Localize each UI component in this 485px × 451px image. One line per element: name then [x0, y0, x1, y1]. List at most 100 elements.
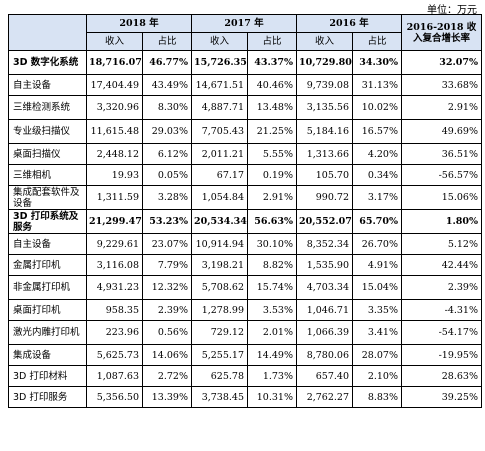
table-row: 3D 数字化系统 18,716.07 46.77% 15,726.35 43.37% 10…: [8, 50, 482, 75]
share-2017-cell: 0.19%: [247, 164, 297, 186]
growth-rate-cell: 33.68%: [401, 74, 482, 96]
revenue-2018-cell: 9,229.61: [86, 233, 143, 255]
growth-rate-cell: 28.63%: [401, 365, 482, 387]
table-row: 桌面扫描仪 2,448.12 6.12% 2,011.21 5.55% 1,313.66 4…: [8, 143, 482, 165]
table-row: 集成配套软件及设备 1,311.59 3.28% 1,054.84 2.91% 990.7…: [8, 185, 482, 210]
revenue-2018-cell: 4,931.23: [86, 275, 143, 300]
share-2018-cell: 3.28%: [142, 185, 192, 210]
revenue-2018-cell: 11,615.48: [86, 119, 143, 144]
sub-header-share: 占比: [247, 32, 297, 51]
share-2017-cell: 40.46%: [247, 74, 297, 96]
revenue-2018-cell: 17,404.49: [86, 74, 143, 96]
growth-rate-cell: -4.31%: [401, 299, 482, 321]
share-2016-cell: 4.91%: [352, 254, 402, 276]
row-label: 三维检测系统: [8, 95, 87, 120]
table-row: 非金属打印机 4,931.23 12.32% 5,708.62 15.74% 4,703.…: [8, 275, 482, 300]
share-2016-cell: 4.20%: [352, 143, 402, 165]
revenue-2018-cell: 19.93: [86, 164, 143, 186]
revenue-2016-cell: 4,703.34: [296, 275, 353, 300]
share-2016-cell: 3.41%: [352, 320, 402, 345]
table-row: 3D 打印系统及服务 21,299.47 53.23% 20,534.34 56.63%…: [8, 209, 482, 234]
growth-rate-cell: 1.80%: [401, 209, 482, 234]
share-2018-cell: 46.77%: [142, 50, 192, 75]
share-2018-cell: 6.12%: [142, 143, 192, 165]
share-2017-cell: 2.91%: [247, 185, 297, 210]
share-2016-cell: 0.34%: [352, 164, 402, 186]
revenue-2018-cell: 1,311.59: [86, 185, 143, 210]
share-2016-cell: 16.57%: [352, 119, 402, 144]
share-2018-cell: 0.05%: [142, 164, 192, 186]
growth-rate-cell: 2.39%: [401, 275, 482, 300]
revenue-2018-cell: 21,299.47: [86, 209, 143, 234]
revenue-table: 2018 年 2017 年 2016 年 2016-2018 收入复合增长率 收…: [8, 14, 482, 408]
share-2017-cell: 3.53%: [247, 299, 297, 321]
revenue-2018-cell: 3,320.96: [86, 95, 143, 120]
row-label: 非金属打印机: [8, 275, 87, 300]
revenue-2017-cell: 625.78: [191, 365, 248, 387]
sub-header-revenue: 收入: [191, 32, 248, 51]
share-2017-cell: 43.37%: [247, 50, 297, 75]
table-row: 三维相机 19.93 0.05% 67.17 0.19% 105.70 0.34% -56.5…: [8, 164, 482, 186]
share-2017-cell: 2.01%: [247, 320, 297, 345]
revenue-2017-cell: 67.17: [191, 164, 248, 186]
share-2016-cell: 8.83%: [352, 386, 402, 408]
revenue-2016-cell: 1,066.39: [296, 320, 353, 345]
growth-rate-cell: -54.17%: [401, 320, 482, 345]
row-label: 自主设备: [8, 74, 87, 96]
row-label: 金属打印机: [8, 254, 87, 276]
year-header-2016: 2016 年: [296, 14, 402, 33]
table-row: 金属打印机 3,116.08 7.79% 3,198.21 8.82% 1,535.90 4…: [8, 254, 482, 276]
share-2017-cell: 5.55%: [247, 143, 297, 165]
share-2016-cell: 3.35%: [352, 299, 402, 321]
share-2016-cell: 26.70%: [352, 233, 402, 255]
share-2018-cell: 23.07%: [142, 233, 192, 255]
revenue-2017-cell: 2,011.21: [191, 143, 248, 165]
category-header: [8, 14, 87, 51]
share-2016-cell: 65.70%: [352, 209, 402, 234]
share-2018-cell: 29.03%: [142, 119, 192, 144]
row-label: 集成设备: [8, 344, 87, 366]
share-2018-cell: 13.39%: [142, 386, 192, 408]
growth-rate-cell: 42.44%: [401, 254, 482, 276]
share-2018-cell: 14.06%: [142, 344, 192, 366]
header-row-years: 2018 年 2017 年 2016 年 2016-2018 收入复合增长率: [8, 14, 482, 51]
share-2018-cell: 2.39%: [142, 299, 192, 321]
revenue-2018-cell: 223.96: [86, 320, 143, 345]
table-row: 自主设备 17,404.49 43.49% 14,671.51 40.46% 9,739.…: [8, 74, 482, 96]
growth-rate-cell: 32.07%: [401, 50, 482, 75]
growth-rate-cell: -56.57%: [401, 164, 482, 186]
share-2017-cell: 56.63%: [247, 209, 297, 234]
share-2016-cell: 28.07%: [352, 344, 402, 366]
share-2018-cell: 43.49%: [142, 74, 192, 96]
row-label: 桌面打印机: [8, 299, 87, 321]
revenue-2016-cell: 990.72: [296, 185, 353, 210]
revenue-2018-cell: 5,356.50: [86, 386, 143, 408]
revenue-2017-cell: 14,671.51: [191, 74, 248, 96]
revenue-2016-cell: 1,313.66: [296, 143, 353, 165]
revenue-2017-cell: 4,887.71: [191, 95, 248, 120]
revenue-2017-cell: 5,708.62: [191, 275, 248, 300]
growth-header: 2016-2018 收入复合增长率: [401, 14, 482, 51]
revenue-2017-cell: 7,705.43: [191, 119, 248, 144]
revenue-2017-cell: 5,255.17: [191, 344, 248, 366]
table-row: 自主设备 9,229.61 23.07% 10,914.94 30.10% 8,352.3…: [8, 233, 482, 255]
growth-rate-cell: 39.25%: [401, 386, 482, 408]
row-label: 3D 打印系统及服务: [8, 209, 87, 234]
revenue-2018-cell: 1,087.63: [86, 365, 143, 387]
table-row: 专业级扫描仪 11,615.48 29.03% 7,705.43 21.25% 5,184…: [8, 119, 482, 144]
share-2016-cell: 10.02%: [352, 95, 402, 120]
share-2016-cell: 31.13%: [352, 74, 402, 96]
revenue-2016-cell: 1,535.90: [296, 254, 353, 276]
growth-rate-cell: 15.06%: [401, 185, 482, 210]
revenue-2016-cell: 5,184.16: [296, 119, 353, 144]
share-2017-cell: 13.48%: [247, 95, 297, 120]
row-label: 3D 数字化系统: [8, 50, 87, 75]
revenue-2016-cell: 3,135.56: [296, 95, 353, 120]
revenue-table-container: 2018 年 2017 年 2016 年 2016-2018 收入复合增长率 收…: [8, 14, 482, 408]
table-row: 激光内雕打印机 223.96 0.56% 729.12 2.01% 1,066.39 3.4…: [8, 320, 482, 345]
share-2017-cell: 30.10%: [247, 233, 297, 255]
sub-header-share: 占比: [352, 32, 402, 51]
row-label: 激光内雕打印机: [8, 320, 87, 345]
revenue-2017-cell: 15,726.35: [191, 50, 248, 75]
row-label: 3D 打印服务: [8, 386, 87, 408]
